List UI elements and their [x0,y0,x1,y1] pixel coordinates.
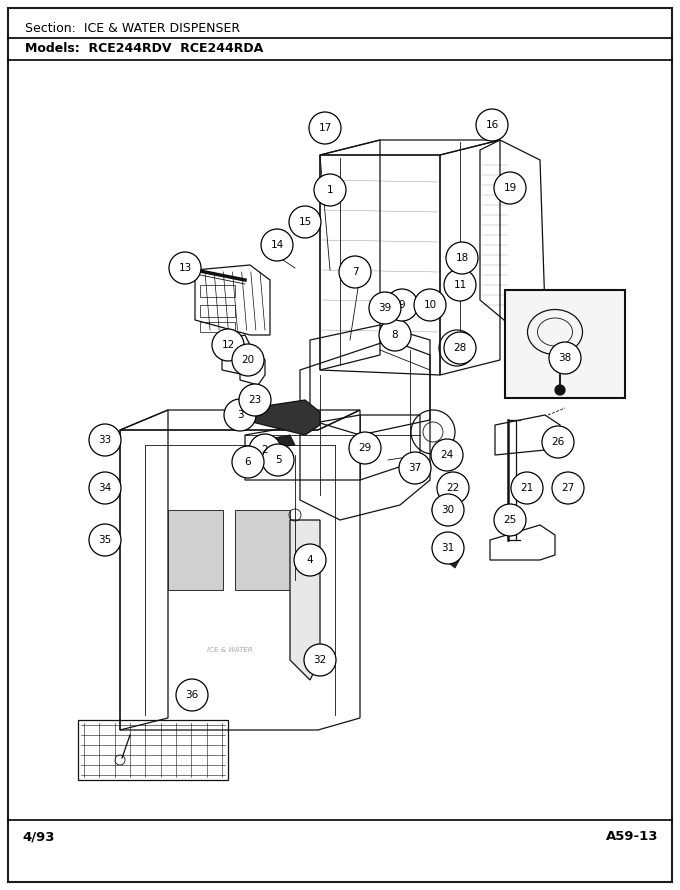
Polygon shape [262,435,295,450]
Text: 19: 19 [503,183,517,193]
Text: 25: 25 [503,515,517,525]
Bar [200,322,235,332]
Circle shape [267,445,283,461]
Circle shape [349,432,381,464]
Text: A59-13: A59-13 [605,830,658,843]
Circle shape [432,532,464,564]
Circle shape [494,504,526,536]
Text: 38: 38 [558,353,572,363]
Text: 7: 7 [352,267,358,277]
Text: 29: 29 [358,443,372,453]
Text: 12: 12 [222,340,235,350]
Text: 18: 18 [456,253,469,263]
Circle shape [212,329,244,361]
Circle shape [511,472,543,504]
Circle shape [339,256,371,288]
Circle shape [224,399,256,431]
Text: 13: 13 [178,263,192,273]
Circle shape [309,112,341,144]
Text: 2: 2 [262,445,269,455]
Circle shape [89,472,121,504]
Text: Section:  ICE & WATER DISPENSER: Section: ICE & WATER DISPENSER [25,22,240,35]
Text: 21: 21 [520,483,534,493]
Text: 28: 28 [454,343,466,353]
Text: 6: 6 [245,457,252,467]
Circle shape [89,424,121,456]
Circle shape [542,426,574,458]
Circle shape [476,109,508,141]
Text: 33: 33 [99,435,112,445]
Circle shape [89,524,121,556]
Circle shape [232,446,264,478]
Text: 26: 26 [551,437,564,447]
Bar [78,720,228,780]
Circle shape [555,385,565,395]
Circle shape [239,384,271,416]
Circle shape [314,174,346,206]
Circle shape [444,332,476,364]
Circle shape [294,544,326,576]
Circle shape [386,289,418,321]
Text: 27: 27 [562,483,575,493]
Circle shape [249,434,281,466]
Text: 16: 16 [486,120,498,130]
Circle shape [261,229,293,261]
Text: 34: 34 [99,483,112,493]
Bar [200,305,235,317]
Text: 11: 11 [454,280,466,290]
Circle shape [262,444,294,476]
Text: 5: 5 [275,455,282,465]
Polygon shape [252,400,320,435]
Text: 37: 37 [409,463,422,473]
Text: 31: 31 [441,543,455,553]
Text: 22: 22 [446,483,460,493]
Text: 3: 3 [237,410,243,420]
Circle shape [414,289,446,321]
Text: 4: 4 [307,555,313,565]
Circle shape [431,439,463,471]
Circle shape [446,242,478,274]
Circle shape [176,679,208,711]
Bar [200,285,235,297]
Circle shape [232,344,264,376]
Text: 8: 8 [392,330,398,340]
Circle shape [169,252,201,284]
Polygon shape [445,540,462,568]
Text: 39: 39 [378,303,392,313]
Circle shape [289,206,321,238]
Circle shape [444,269,476,301]
Text: 36: 36 [186,690,199,700]
Text: 1: 1 [326,185,333,195]
Text: 35: 35 [99,535,112,545]
Bar [168,510,223,590]
Circle shape [399,452,431,484]
Bar [505,290,625,398]
Circle shape [494,172,526,204]
Text: 23: 23 [248,395,262,405]
Text: 10: 10 [424,300,437,310]
Text: Models:  RCE244RDV  RCE244RDA: Models: RCE244RDV RCE244RDA [25,42,263,55]
Text: 4/93: 4/93 [22,830,54,843]
Circle shape [369,292,401,324]
Text: 14: 14 [271,240,284,250]
Text: 9: 9 [398,300,405,310]
Circle shape [549,342,581,374]
Polygon shape [290,520,320,680]
Text: 20: 20 [241,355,254,365]
Text: 17: 17 [318,123,332,133]
Circle shape [379,319,411,351]
Text: 32: 32 [313,655,326,665]
Text: 15: 15 [299,217,311,227]
Circle shape [304,644,336,676]
Circle shape [432,494,464,526]
Circle shape [432,502,448,518]
Circle shape [437,472,469,504]
Text: 30: 30 [441,505,454,515]
Circle shape [552,472,584,504]
Bar [235,510,290,590]
Text: 24: 24 [441,450,454,460]
Text: ICE & WATER: ICE & WATER [207,647,253,653]
